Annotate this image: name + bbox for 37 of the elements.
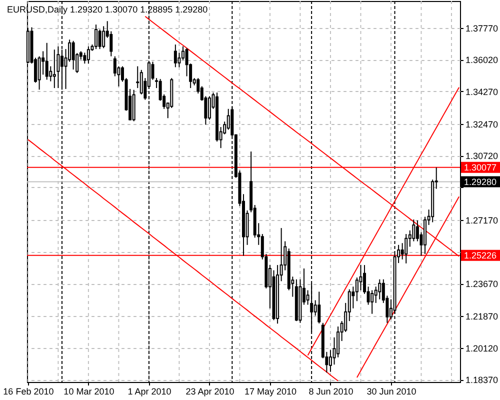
candlestick — [370, 290, 374, 314]
y-tick-label: 1.21870 — [466, 312, 498, 322]
candlestick — [404, 234, 408, 264]
candlestick — [56, 46, 60, 89]
candlestick — [86, 46, 90, 64]
candlestick — [174, 44, 177, 68]
ref-line-label: 1.29280 — [464, 176, 497, 187]
candlestick — [208, 96, 211, 120]
x-tick-label: 10 Mar 2010 — [64, 386, 114, 396]
x-tick-label: 16 Feb 2010 — [3, 386, 54, 396]
y-tick-label: 1.37770 — [466, 23, 498, 34]
candlestick — [98, 28, 102, 50]
x-tick-label: 23 Apr 2010 — [186, 386, 234, 396]
candlestick — [378, 278, 382, 300]
candlestick — [318, 291, 321, 324]
ref-line-label: 1.25226 — [464, 250, 497, 260]
candlestick — [328, 350, 332, 372]
y-tick-label: 1.27170 — [466, 216, 498, 226]
x-tick-label: 8 Jun 2010 — [308, 386, 354, 396]
y-tick-label: 1.20120 — [466, 343, 498, 354]
candlestick — [52, 49, 56, 89]
y-tick-label: 1.18370 — [466, 375, 498, 386]
ref-line-label: 1.30077 — [464, 162, 497, 172]
candlestick — [45, 42, 48, 80]
x-tick-label: 1 Apr 2010 — [128, 386, 172, 396]
y-tick-label: 1.36020 — [466, 55, 498, 66]
candlestick — [102, 26, 106, 49]
x-tick-label: 17 May 2010 — [244, 386, 296, 396]
y-tick-label: 1.32470 — [466, 119, 498, 130]
y-tick-label: 1.23670 — [466, 279, 498, 290]
candlestick — [94, 24, 98, 50]
x-tick-label: 30 Jun 2010 — [366, 386, 416, 396]
candlestick — [83, 52, 86, 64]
y-tick-label: 1.34270 — [466, 86, 498, 97]
candlestick — [178, 52, 181, 68]
y-tick-label: 1.30720 — [466, 151, 498, 162]
candlestick — [72, 40, 75, 70]
